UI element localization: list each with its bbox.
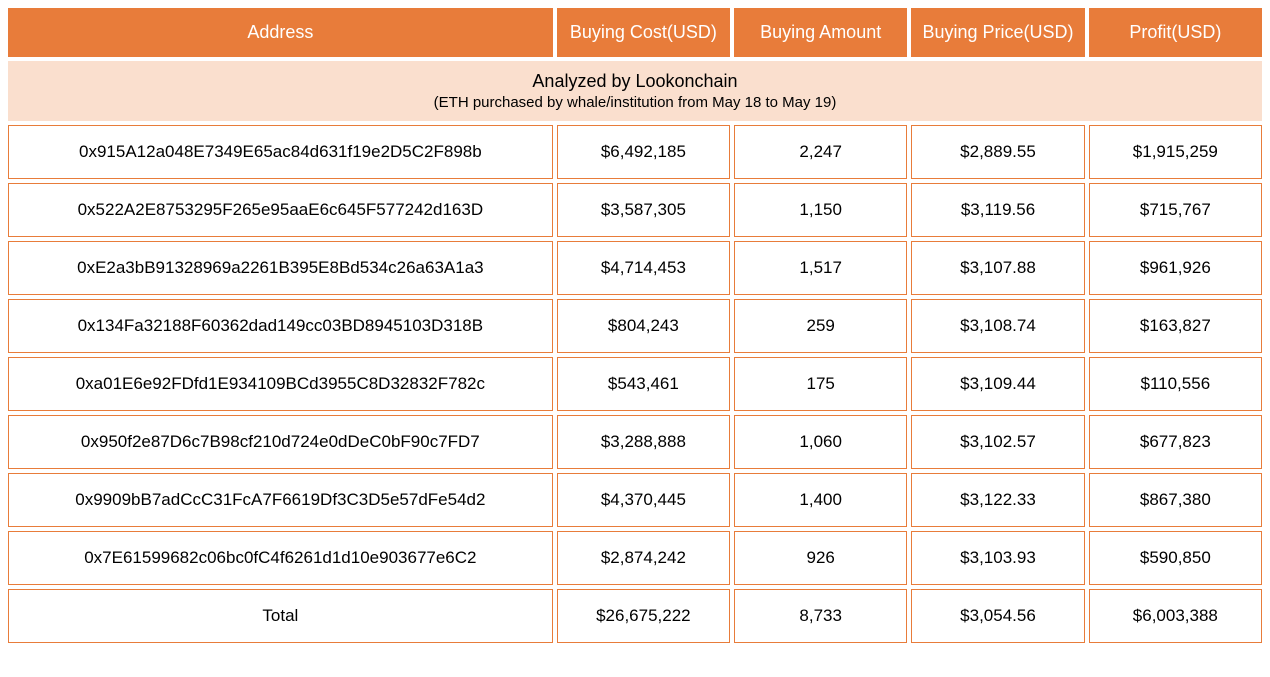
table-row: 0x950f2e87D6c7B98cf210d724e0dDeC0bF90c7F… (8, 415, 1262, 469)
cell-address: 0x950f2e87D6c7B98cf210d724e0dDeC0bF90c7F… (8, 415, 553, 469)
cell-amount: 259 (734, 299, 907, 353)
header-profit: Profit(USD) (1089, 8, 1262, 57)
table-row: 0xE2a3bB91328969a2261B395E8Bd534c26a63A1… (8, 241, 1262, 295)
cell-amount: 926 (734, 531, 907, 585)
cell-price: $3,107.88 (911, 241, 1084, 295)
cell-profit: $715,767 (1089, 183, 1262, 237)
cell-address: 0x915A12a048E7349E65ac84d631f19e2D5C2F89… (8, 125, 553, 179)
cell-cost: $4,370,445 (557, 473, 730, 527)
table-row: 0x9909bB7adCcC31FcA7F6619Df3C3D5e57dFe54… (8, 473, 1262, 527)
cell-amount: 1,150 (734, 183, 907, 237)
cell-price: $3,109.44 (911, 357, 1084, 411)
cell-profit: $1,915,259 (1089, 125, 1262, 179)
data-table: Address Buying Cost(USD) Buying Amount B… (4, 4, 1266, 647)
header-cost: Buying Cost(USD) (557, 8, 730, 57)
cell-price: $3,108.74 (911, 299, 1084, 353)
cell-cost: $2,874,242 (557, 531, 730, 585)
cell-amount: 175 (734, 357, 907, 411)
total-cell-amount: 8,733 (734, 589, 907, 643)
cell-profit: $677,823 (1089, 415, 1262, 469)
cell-profit: $961,926 (1089, 241, 1262, 295)
cell-price: $3,119.56 (911, 183, 1084, 237)
subtitle-sub: (ETH purchased by whale/institution from… (16, 94, 1254, 111)
table-row: 0x915A12a048E7349E65ac84d631f19e2D5C2F89… (8, 125, 1262, 179)
cell-amount: 2,247 (734, 125, 907, 179)
cell-address: 0xa01E6e92FDfd1E934109BCd3955C8D32832F78… (8, 357, 553, 411)
cell-address: 0x522A2E8753295F265e95aaE6c645F577242d16… (8, 183, 553, 237)
cell-profit: $590,850 (1089, 531, 1262, 585)
cell-cost: $804,243 (557, 299, 730, 353)
cell-amount: 1,517 (734, 241, 907, 295)
total-cell-price: $3,054.56 (911, 589, 1084, 643)
cell-profit: $163,827 (1089, 299, 1262, 353)
cell-profit: $110,556 (1089, 357, 1262, 411)
cell-address: 0x7E61599682c06bc0fC4f6261d1d10e903677e6… (8, 531, 553, 585)
header-address: Address (8, 8, 553, 57)
table-row: 0x7E61599682c06bc0fC4f6261d1d10e903677e6… (8, 531, 1262, 585)
header-row: Address Buying Cost(USD) Buying Amount B… (8, 8, 1262, 57)
table-row: 0xa01E6e92FDfd1E934109BCd3955C8D32832F78… (8, 357, 1262, 411)
cell-amount: 1,400 (734, 473, 907, 527)
total-cell-profit: $6,003,388 (1089, 589, 1262, 643)
cell-profit: $867,380 (1089, 473, 1262, 527)
table-body: Analyzed by Lookonchain (ETH purchased b… (8, 61, 1262, 643)
cell-price: $3,122.33 (911, 473, 1084, 527)
cell-address: 0x9909bB7adCcC31FcA7F6619Df3C3D5e57dFe54… (8, 473, 553, 527)
cell-amount: 1,060 (734, 415, 907, 469)
table-row: 0x522A2E8753295F265e95aaE6c645F577242d16… (8, 183, 1262, 237)
total-cell-address: Total (8, 589, 553, 643)
cell-cost: $3,288,888 (557, 415, 730, 469)
table-row: 0x134Fa32188F60362dad149cc03BD8945103D31… (8, 299, 1262, 353)
total-cell-cost: $26,675,222 (557, 589, 730, 643)
cell-cost: $543,461 (557, 357, 730, 411)
cell-price: $3,103.93 (911, 531, 1084, 585)
cell-price: $3,102.57 (911, 415, 1084, 469)
cell-cost: $6,492,185 (557, 125, 730, 179)
cell-cost: $4,714,453 (557, 241, 730, 295)
header-amount: Buying Amount (734, 8, 907, 57)
cell-cost: $3,587,305 (557, 183, 730, 237)
subtitle-row: Analyzed by Lookonchain (ETH purchased b… (8, 61, 1262, 121)
header-price: Buying Price(USD) (911, 8, 1084, 57)
cell-address: 0x134Fa32188F60362dad149cc03BD8945103D31… (8, 299, 553, 353)
cell-address: 0xE2a3bB91328969a2261B395E8Bd534c26a63A1… (8, 241, 553, 295)
subtitle-main: Analyzed by Lookonchain (16, 71, 1254, 92)
total-row: Total$26,675,2228,733$3,054.56$6,003,388 (8, 589, 1262, 643)
cell-price: $2,889.55 (911, 125, 1084, 179)
whale-eth-table: Address Buying Cost(USD) Buying Amount B… (4, 4, 1266, 647)
subtitle-cell: Analyzed by Lookonchain (ETH purchased b… (8, 61, 1262, 121)
